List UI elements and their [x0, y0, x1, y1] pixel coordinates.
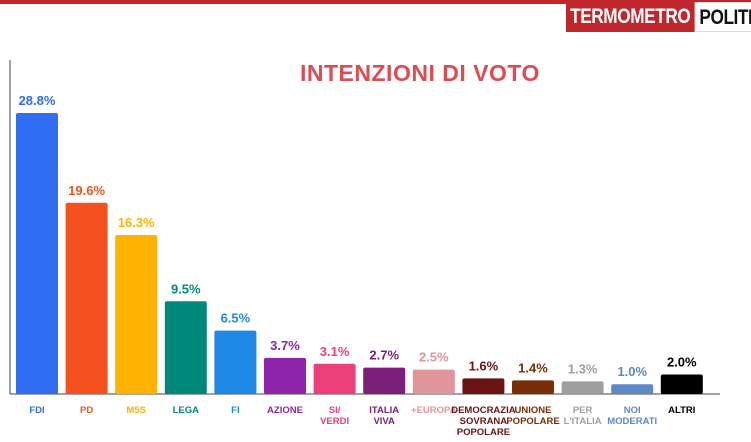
category-label-9: DEMOCRAZIA SOVRANA POPOLARE — [451, 405, 516, 438]
bar-8 — [412, 369, 455, 394]
value-label-1: 19.6% — [68, 183, 105, 198]
value-label-4: 6.5% — [221, 311, 251, 326]
category-label-13: ALTRI — [668, 405, 695, 416]
category-labels-group: FDI PD M5S LEGA FI AZIONE SI/VERDI ITALIA VIVA +E… — [29, 405, 695, 438]
brand-logo-part2: POLITICO — [694, 2, 751, 32]
bar-11 — [561, 381, 604, 394]
category-label-4: FI — [231, 405, 239, 416]
bar-7 — [363, 367, 406, 394]
value-label-7: 2.7% — [369, 348, 399, 363]
category-label-11: PER L'ITALIA — [564, 405, 602, 427]
value-label-11: 1.3% — [568, 361, 598, 376]
bar-0 — [16, 113, 58, 394]
bar-6 — [313, 363, 356, 394]
bar-13 — [660, 374, 703, 394]
category-label-7: ITALIA VIVA — [369, 405, 399, 427]
category-label-6: SI/VERDI — [320, 405, 349, 427]
bar-2 — [115, 234, 158, 394]
bar-1 — [65, 202, 108, 394]
category-label-8: +EUROPA — [411, 405, 457, 416]
category-label-1: PD — [80, 405, 93, 416]
chart-title: INTENZIONI DI VOTO — [300, 60, 540, 86]
category-label-10: UNIONE POPOLARE — [506, 405, 559, 427]
category-label-2: M5S — [126, 405, 146, 416]
category-label-3: LEGA — [173, 405, 200, 416]
category-label-5: AZIONE — [267, 405, 303, 416]
value-label-6: 3.1% — [320, 344, 350, 359]
value-label-13: 2.0% — [667, 354, 697, 369]
category-label-0: FDI — [29, 405, 44, 416]
value-label-2: 16.3% — [118, 215, 155, 230]
bar-4 — [214, 330, 257, 394]
value-label-9: 1.6% — [469, 358, 499, 373]
top-rule — [0, 0, 751, 4]
bars-group — [16, 113, 703, 394]
bar-3 — [164, 301, 207, 394]
value-label-3: 9.5% — [171, 281, 201, 296]
category-label-12: NOI MODERATI — [607, 405, 657, 427]
value-label-8: 2.5% — [419, 350, 449, 365]
value-label-5: 3.7% — [270, 338, 300, 353]
value-label-12: 1.0% — [617, 364, 647, 379]
brand-logo: TERMOMETRO POLITICO — [566, 2, 751, 32]
value-label-10: 1.4% — [518, 360, 548, 375]
bar-5 — [264, 357, 306, 394]
bar-9 — [462, 378, 505, 394]
value-labels-group: 28.8% 19.6% 16.3% 9.5% 6.5% 3.7% 3.1% 2.7% 2.5% 1… — [19, 93, 697, 379]
value-label-0: 28.8% — [19, 93, 56, 108]
bar-10 — [512, 380, 554, 394]
brand-logo-part1: TERMOMETRO — [566, 2, 695, 32]
bar-12 — [611, 384, 654, 394]
